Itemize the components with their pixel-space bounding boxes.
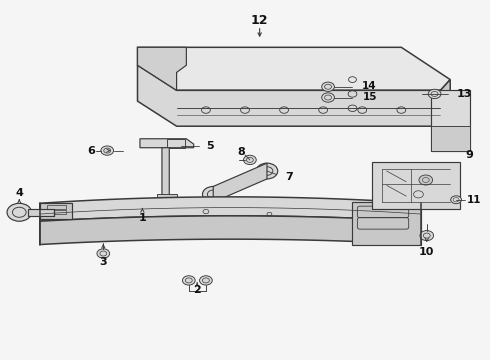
Polygon shape bbox=[40, 216, 421, 244]
Circle shape bbox=[322, 93, 334, 102]
Polygon shape bbox=[138, 47, 450, 90]
Text: 2: 2 bbox=[193, 285, 201, 296]
Text: 12: 12 bbox=[251, 14, 269, 27]
Circle shape bbox=[97, 249, 110, 258]
Text: 7: 7 bbox=[285, 172, 293, 182]
Polygon shape bbox=[138, 47, 186, 90]
Circle shape bbox=[199, 276, 212, 285]
Bar bbox=[47, 205, 66, 209]
Polygon shape bbox=[431, 90, 470, 151]
Text: 4: 4 bbox=[15, 188, 23, 198]
Text: 6: 6 bbox=[87, 145, 95, 156]
Circle shape bbox=[419, 175, 433, 185]
Circle shape bbox=[7, 203, 31, 221]
Text: 10: 10 bbox=[419, 247, 435, 257]
Polygon shape bbox=[140, 139, 194, 148]
Text: 13: 13 bbox=[457, 89, 472, 99]
Circle shape bbox=[101, 146, 114, 155]
Polygon shape bbox=[40, 197, 421, 221]
Text: 8: 8 bbox=[237, 147, 245, 157]
Polygon shape bbox=[441, 80, 450, 126]
Circle shape bbox=[428, 89, 441, 99]
Polygon shape bbox=[372, 162, 460, 209]
Polygon shape bbox=[40, 203, 72, 220]
Circle shape bbox=[244, 155, 256, 165]
Polygon shape bbox=[138, 65, 441, 126]
Polygon shape bbox=[431, 126, 470, 151]
Text: 11: 11 bbox=[466, 195, 481, 205]
Text: 15: 15 bbox=[362, 92, 377, 102]
Circle shape bbox=[256, 163, 278, 179]
Polygon shape bbox=[352, 202, 421, 244]
Polygon shape bbox=[213, 163, 267, 202]
Text: 14: 14 bbox=[362, 81, 377, 91]
Circle shape bbox=[322, 82, 334, 91]
Polygon shape bbox=[157, 194, 176, 198]
Bar bbox=[47, 211, 66, 214]
Bar bbox=[167, 139, 185, 148]
Polygon shape bbox=[27, 209, 54, 216]
Text: 3: 3 bbox=[99, 257, 107, 267]
Text: 1: 1 bbox=[139, 213, 147, 222]
Circle shape bbox=[182, 276, 195, 285]
Text: 5: 5 bbox=[206, 141, 214, 151]
Polygon shape bbox=[162, 148, 169, 196]
Circle shape bbox=[451, 196, 462, 204]
Circle shape bbox=[420, 230, 434, 240]
Circle shape bbox=[202, 186, 224, 202]
Text: 9: 9 bbox=[466, 150, 474, 160]
